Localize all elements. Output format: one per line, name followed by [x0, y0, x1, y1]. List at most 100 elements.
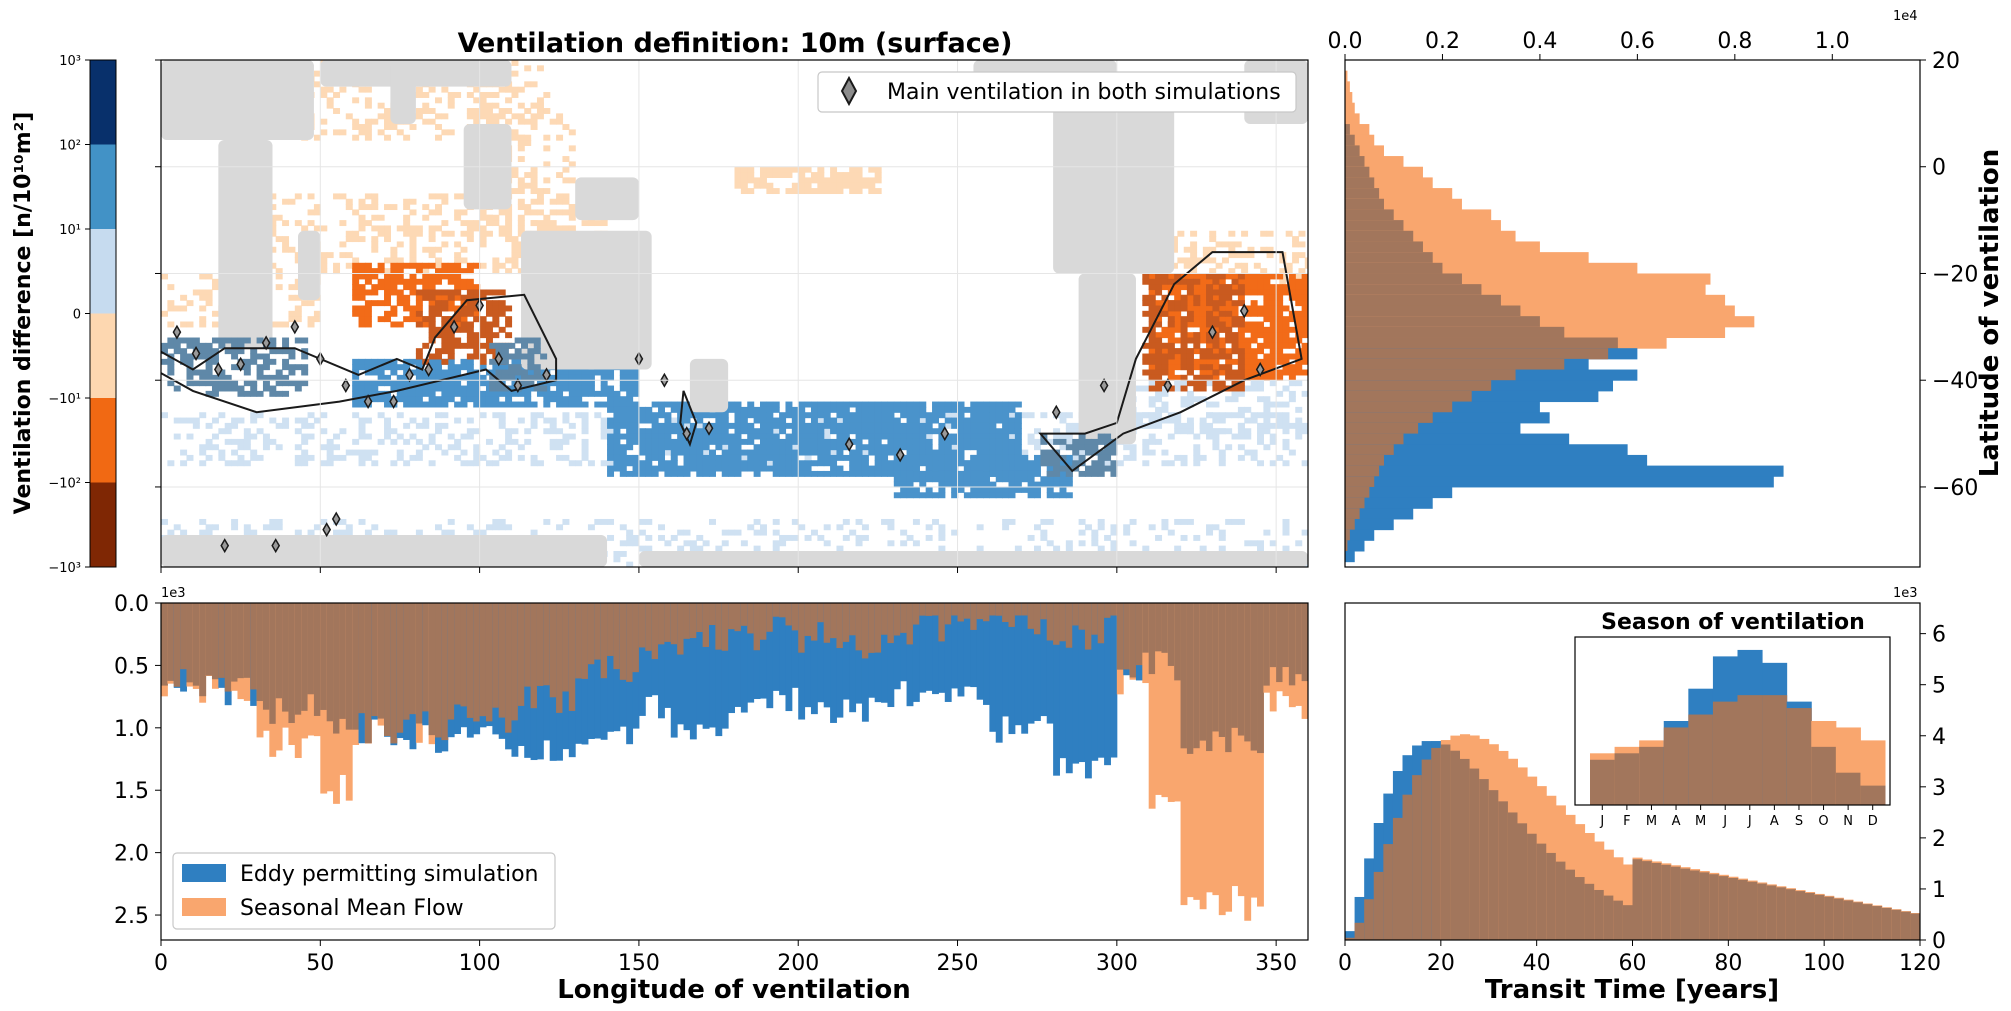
map-cell — [231, 460, 239, 467]
map-cell — [906, 438, 914, 445]
overlap-cell — [282, 342, 290, 349]
map-cell — [556, 444, 564, 451]
lon-bar-overlap — [192, 603, 200, 686]
map-cell — [199, 321, 207, 328]
map-cell — [473, 390, 481, 397]
map-cell — [454, 257, 462, 264]
map-cell — [983, 417, 990, 424]
map-cell — [1237, 454, 1245, 461]
lon-bar-overlap — [479, 603, 487, 717]
lat-bar-overlap — [1345, 230, 1414, 242]
map-cell — [428, 369, 436, 376]
map-cell — [785, 470, 793, 477]
map-cell — [396, 273, 404, 280]
map-cell — [919, 417, 927, 424]
lon-bar-overlap — [1097, 603, 1105, 644]
map-cell — [779, 417, 787, 424]
overlap-cell — [1225, 289, 1233, 296]
overlap-cell — [492, 289, 500, 296]
map-cell — [740, 177, 748, 184]
map-cell — [632, 428, 640, 435]
lat-bar — [1345, 252, 1589, 264]
map-cell — [1218, 342, 1226, 349]
map-cell — [556, 193, 564, 200]
map-cell — [364, 102, 372, 109]
map-cell — [868, 433, 876, 440]
map-cell — [1135, 385, 1143, 392]
map-cell — [505, 438, 513, 445]
map-cell — [460, 268, 468, 275]
lon-ytick-label: 0.0 — [114, 592, 149, 617]
map-cell — [1027, 465, 1035, 472]
map-cell — [696, 422, 704, 429]
map-cell — [1276, 454, 1284, 461]
map-cell — [995, 428, 1003, 435]
lat-bar — [1345, 529, 1375, 541]
map-cell — [855, 177, 863, 184]
map-cell — [932, 401, 940, 408]
map-cell — [664, 433, 672, 440]
map-cell — [371, 524, 379, 531]
map-cell — [1002, 465, 1010, 472]
lat-bar-overlap — [1345, 348, 1609, 360]
map-cell — [473, 113, 481, 120]
map-cell — [938, 460, 946, 467]
map-cell — [1237, 412, 1245, 419]
overlap-cell — [224, 380, 232, 387]
map-cell — [479, 225, 487, 232]
lat-bar — [1345, 294, 1726, 306]
map-cell — [352, 412, 360, 419]
overlap-cell — [167, 337, 175, 344]
map-cell — [1225, 444, 1233, 451]
map-cell — [626, 390, 634, 397]
map-cell — [1282, 518, 1290, 525]
map-cell — [1244, 305, 1252, 312]
overlap-cell — [237, 337, 245, 344]
map-cell — [562, 369, 570, 376]
map-cell — [607, 460, 615, 467]
map-cell — [1008, 449, 1016, 456]
map-cell — [689, 465, 697, 472]
map-cell — [1212, 294, 1220, 301]
map-cell — [766, 182, 774, 189]
overlap-cell — [1046, 460, 1054, 467]
lon-bar-overlap — [1072, 603, 1080, 626]
overlap-cell — [161, 358, 168, 365]
lon-bar — [995, 603, 1003, 743]
lon-bar-overlap — [689, 603, 697, 639]
map-cell — [524, 108, 532, 114]
lat-xtick-label: 0.4 — [1522, 29, 1557, 54]
map-cell — [1257, 326, 1264, 333]
map-cell — [1033, 486, 1041, 493]
overlap-cell — [1072, 449, 1080, 456]
overlap-cell — [1225, 294, 1233, 301]
map-cell — [734, 438, 742, 445]
lat-bar-overlap — [1345, 273, 1462, 285]
overlap-cell — [211, 353, 219, 360]
map-cell — [384, 310, 391, 317]
map-cell — [243, 444, 251, 451]
map-cell — [211, 321, 219, 328]
map-cell — [167, 321, 175, 328]
map-cell — [683, 406, 691, 413]
map-cell — [919, 433, 927, 440]
map-cell — [823, 444, 831, 451]
map-cell — [358, 214, 366, 221]
map-cell — [1276, 353, 1284, 360]
map-cell — [804, 428, 812, 435]
map-cell — [447, 518, 455, 525]
lon-bar — [1002, 603, 1010, 717]
map-cell — [1276, 401, 1284, 408]
overlap-cell — [1072, 438, 1080, 445]
map-cell — [1021, 476, 1029, 483]
map-cell — [1033, 481, 1041, 488]
map-cell — [906, 428, 914, 435]
lon-bar — [1237, 603, 1245, 897]
map-cell — [906, 460, 914, 467]
map-cell — [900, 438, 908, 445]
overlap-cell — [262, 385, 270, 392]
map-cell — [556, 113, 564, 120]
map-cell — [320, 129, 328, 136]
map-cell — [919, 422, 927, 429]
map-cell — [1269, 305, 1277, 312]
